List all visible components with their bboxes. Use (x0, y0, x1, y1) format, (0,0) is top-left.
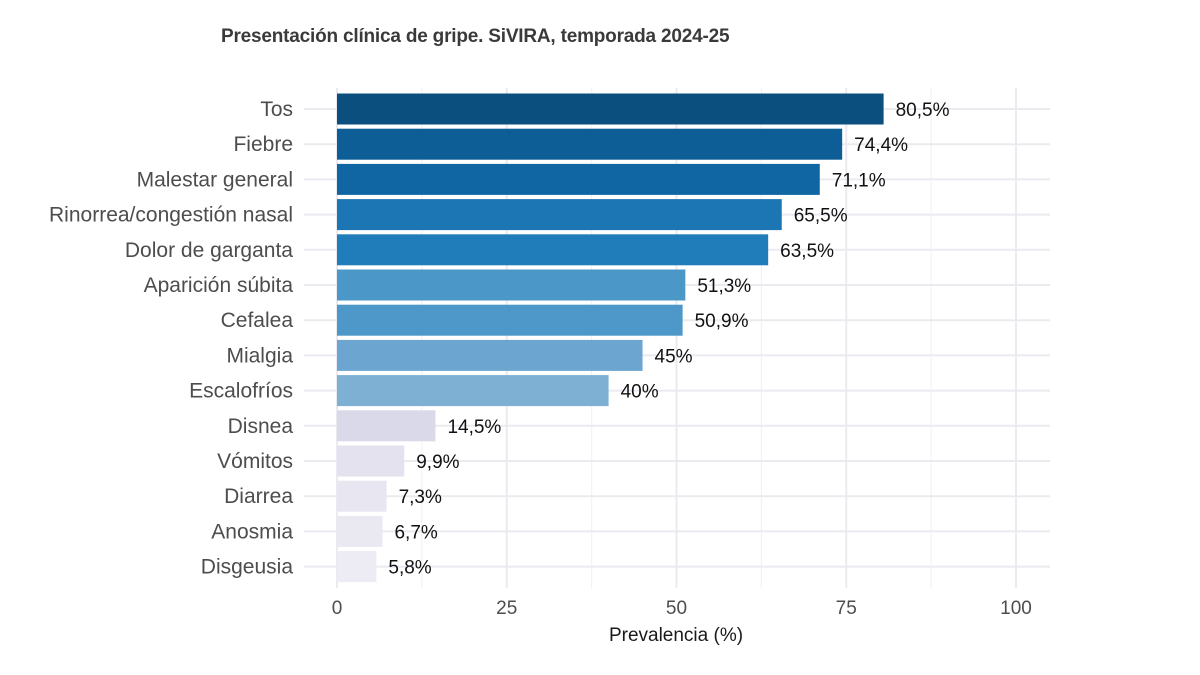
value-labels: 80,5% 74,4% 71,1% 65,5% 63,5% 51,3% 50,9%45% 40… (388, 100, 949, 579)
bar (337, 410, 436, 442)
category-label: Aparición súbita (144, 274, 294, 297)
category-label: Fiebre (233, 133, 293, 156)
value-label: 80,5% (896, 100, 950, 121)
x-axis-ticks: 0 25 50 75 100 (332, 598, 1032, 619)
value-label: 14,5% (447, 417, 501, 438)
bar (337, 163, 820, 195)
category-label: Rinorrea/congestión nasal (49, 204, 293, 227)
value-label: 51,3% (697, 276, 751, 297)
category-label: Malestar general (137, 168, 293, 191)
bar (337, 128, 843, 160)
value-label: 40% (621, 382, 659, 403)
category-label: Vómitos (217, 450, 293, 473)
bar (337, 480, 387, 512)
category-labels: Tos Fiebre Malestar general Rinorrea/conges… (49, 98, 293, 579)
value-label: 5,8% (388, 558, 431, 579)
category-label: Dolor de garganta (125, 239, 293, 262)
x-tick-label: 75 (836, 598, 857, 619)
major-gridlines (304, 88, 1050, 588)
bar (337, 304, 683, 336)
chart-title: Presentación clínica de gripe. SiVIRA, t… (221, 26, 730, 47)
bar (337, 445, 405, 477)
value-label: 9,9% (416, 452, 459, 473)
category-label: Tos (260, 98, 293, 121)
bar (337, 375, 609, 407)
category-label: Escalofríos (189, 380, 293, 403)
value-label: 50,9% (695, 311, 749, 332)
bar (337, 339, 643, 371)
value-label: 65,5% (794, 206, 848, 227)
x-tick-label: 100 (1000, 598, 1032, 619)
category-label: Mialgia (226, 344, 293, 367)
value-label: 74,4% (854, 135, 908, 156)
category-label: Disnea (228, 415, 294, 438)
x-axis-title: Prevalencia (%) (609, 625, 743, 646)
x-tick-label: 50 (666, 598, 687, 619)
value-label: 45% (655, 346, 693, 367)
value-label: 6,7% (394, 522, 437, 543)
category-label: Anosmia (211, 520, 293, 543)
x-tick-label: 0 (332, 598, 343, 619)
bar (337, 551, 377, 583)
bar (337, 199, 782, 231)
bar (337, 234, 769, 266)
category-label: Cefalea (221, 309, 294, 332)
bars (337, 93, 884, 583)
bar (337, 515, 383, 547)
value-label: 71,1% (832, 170, 886, 191)
category-label: Diarrea (224, 485, 293, 508)
value-label: 63,5% (780, 241, 834, 262)
x-tick-label: 25 (496, 598, 517, 619)
bar (337, 269, 686, 301)
bar (337, 93, 884, 125)
value-label: 7,3% (399, 487, 442, 508)
category-label: Disgeusia (201, 556, 294, 579)
